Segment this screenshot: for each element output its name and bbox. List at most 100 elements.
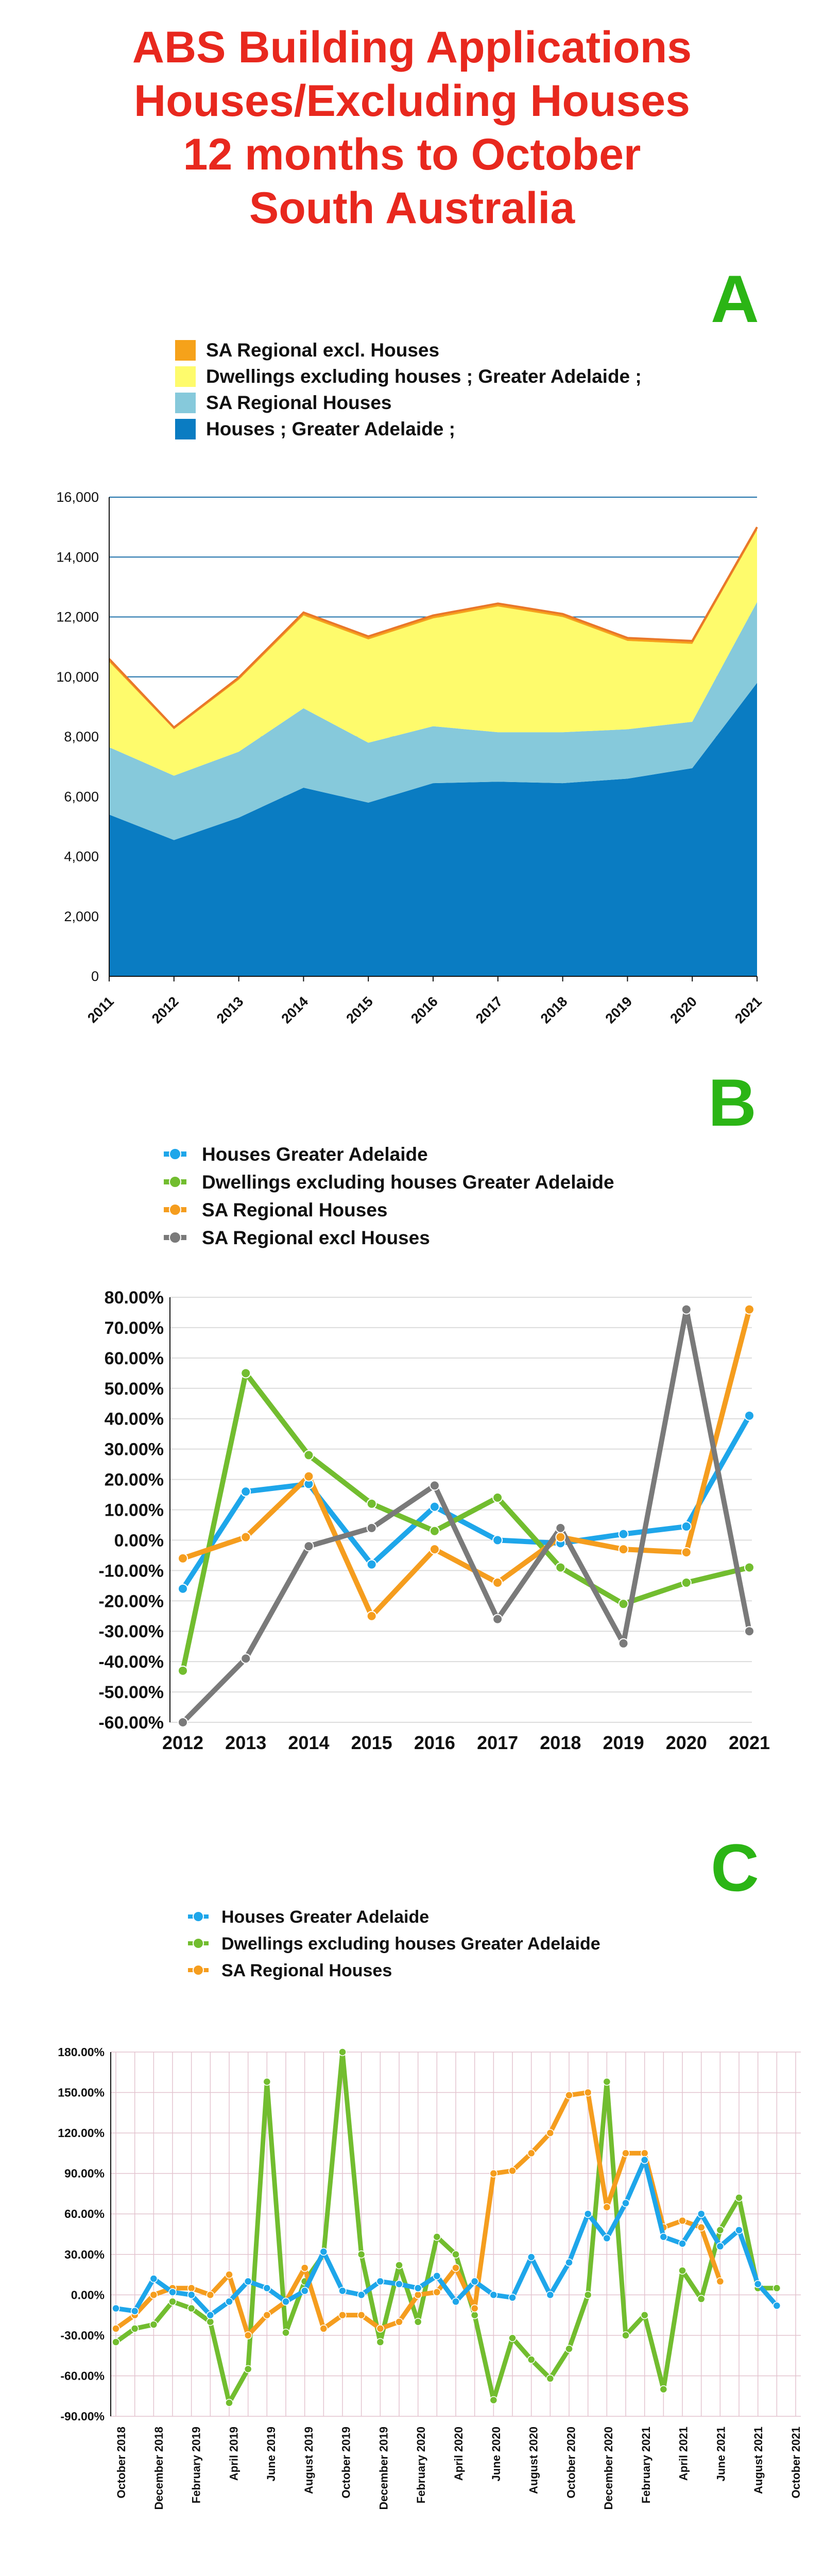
x-tick-label-b: 2020 <box>666 1732 707 1753</box>
point-c-0 <box>414 2284 422 2292</box>
x-tick-label-b: 2021 <box>729 1732 770 1753</box>
point-c-2 <box>716 2277 725 2285</box>
point-b-1 <box>555 1562 566 1573</box>
x-tick-label-b: 2013 <box>225 1732 266 1753</box>
point-b-3 <box>492 1614 503 1624</box>
x-tick-label-b: 2019 <box>603 1732 644 1753</box>
chart-a: A 0 2,000 4,000 6,000 8,000 10,000 12,000 14,000… <box>56 261 764 1026</box>
x-tick-label-c: February 2021 <box>640 2427 653 2503</box>
y-tick-label-a: 6,000 <box>64 789 99 804</box>
point-c-1 <box>414 2317 422 2326</box>
point-b-2 <box>429 1544 440 1555</box>
point-c-0 <box>640 2156 649 2164</box>
point-c-1 <box>338 2048 347 2056</box>
y-tick-label-c: 60.00% <box>64 2207 105 2221</box>
point-b-2 <box>744 1304 754 1315</box>
area-dwellings-excluding-houses-greater-adelaide <box>109 530 757 776</box>
point-c-0 <box>263 2284 271 2292</box>
x-tick-label-c: October 2019 <box>340 2427 353 2498</box>
point-c-0 <box>508 2293 517 2302</box>
point-c-0 <box>489 2291 498 2299</box>
point-c-2 <box>395 2317 403 2326</box>
point-c-1 <box>622 2331 630 2340</box>
y-tick-label-b: -20.00% <box>98 1591 164 1611</box>
x-tick-label-c: October 2018 <box>115 2427 128 2498</box>
point-c-0 <box>603 2234 611 2243</box>
legend-label-b: SA Regional Houses <box>202 1199 387 1221</box>
legend-marker-c <box>193 1964 204 1976</box>
chart-c: C 180.00% 150.00% 120.00% 90.00% 60.00% 30.00%… <box>58 1830 802 2510</box>
point-c-0 <box>395 2280 403 2289</box>
point-c-0 <box>697 2210 706 2218</box>
point-c-1 <box>470 2311 479 2319</box>
page-title: ABS Building Applications Houses/Excludi… <box>0 21 824 235</box>
x-tick-label-b: 2016 <box>414 1732 455 1753</box>
point-c-1 <box>149 2320 158 2329</box>
point-c-1 <box>678 2266 686 2275</box>
x-tick-label-b: 2018 <box>540 1732 581 1753</box>
area-houses-greater-adelaide <box>109 683 757 976</box>
point-c-0 <box>622 2199 630 2208</box>
point-c-1 <box>716 2226 725 2234</box>
x-tick-label-a: 2012 <box>149 994 182 1027</box>
point-c-2 <box>452 2264 460 2272</box>
point-c-1 <box>452 2250 460 2259</box>
legend-marker-b <box>169 1176 181 1188</box>
point-c-0 <box>753 2280 762 2289</box>
point-c-2 <box>338 2311 347 2319</box>
point-c-2 <box>244 2331 252 2340</box>
y-tick-label-a: 10,000 <box>56 669 99 685</box>
x-tick-label-b: 2012 <box>162 1732 203 1753</box>
y-tick-label-b: 70.00% <box>105 1318 164 1338</box>
area-sa-regional-houses <box>109 602 757 840</box>
point-c-0 <box>300 2286 309 2295</box>
point-c-2 <box>149 2291 158 2299</box>
point-c-0 <box>735 2226 743 2234</box>
x-tick-label-b: 2014 <box>288 1732 329 1753</box>
y-tick-label-c: -30.00% <box>60 2329 105 2342</box>
y-tick-label-c: 120.00% <box>58 2126 105 2140</box>
x-tick-label-c: June 2019 <box>265 2427 278 2481</box>
point-c-1 <box>489 2396 498 2404</box>
y-tick-label-c: 150.00% <box>58 2086 105 2099</box>
y-tick-label-a: 12,000 <box>56 609 99 625</box>
point-b-1 <box>681 1577 692 1588</box>
point-b-1 <box>178 1665 188 1676</box>
legend-label-b: Houses Greater Adelaide <box>202 1144 428 1165</box>
legend-swatch-a <box>175 393 196 413</box>
series-line-b-1 <box>180 1370 750 1671</box>
point-c-1 <box>168 2297 177 2306</box>
x-tick-label-c: December 2020 <box>602 2427 615 2510</box>
point-c-2 <box>640 2149 649 2158</box>
point-c-0 <box>678 2240 686 2248</box>
point-c-2 <box>433 2288 441 2296</box>
point-b-0 <box>178 1583 188 1594</box>
x-tick-label-b: 2017 <box>477 1732 518 1753</box>
y-tick-label-c: 90.00% <box>64 2167 105 2180</box>
y-tick-label-b: 80.00% <box>105 1288 164 1308</box>
point-c-2 <box>206 2291 215 2299</box>
point-b-0 <box>618 1529 629 1539</box>
x-tick-label-c: October 2021 <box>789 2427 802 2498</box>
legend-label-c: Houses Greater Adelaide <box>221 1907 429 1927</box>
x-tick-label-c: April 2020 <box>452 2427 465 2481</box>
point-c-1 <box>527 2355 536 2364</box>
point-c-0 <box>187 2291 196 2299</box>
y-tick-label-a: 4,000 <box>64 849 99 865</box>
x-tick-label-c: April 2021 <box>677 2427 690 2481</box>
point-b-1 <box>618 1599 629 1609</box>
point-b-2 <box>681 1547 692 1557</box>
legend-label-b: Dwellings excluding houses Greater Adela… <box>202 1172 614 1193</box>
point-c-0 <box>206 2311 215 2319</box>
y-tick-label-b: -50.00% <box>98 1683 164 1702</box>
point-c-1 <box>697 2295 706 2303</box>
x-tick-label-c: February 2020 <box>415 2427 427 2503</box>
point-c-2 <box>622 2149 630 2158</box>
title-line-2: Houses/Excluding Houses <box>133 76 691 126</box>
y-tick-label-c: 30.00% <box>64 2248 105 2261</box>
point-c-1 <box>376 2338 385 2346</box>
x-tick-label-a: 2011 <box>84 994 117 1026</box>
legend-label-a: Dwellings excluding houses ; Greater Ade… <box>206 366 642 387</box>
x-tick-label-c: October 2020 <box>564 2427 577 2498</box>
y-tick-label-b: 50.00% <box>105 1379 164 1399</box>
